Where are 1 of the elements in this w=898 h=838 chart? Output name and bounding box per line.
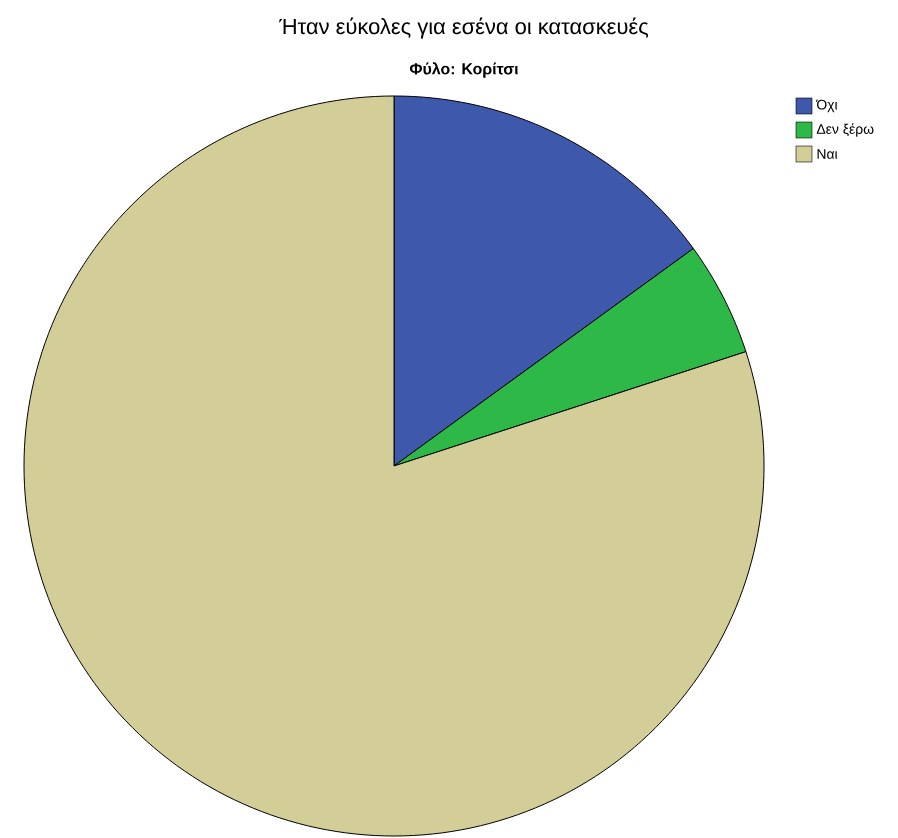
chart-title: Ήταν εύκολες για εσένα οι κατασκευές	[279, 17, 649, 39]
